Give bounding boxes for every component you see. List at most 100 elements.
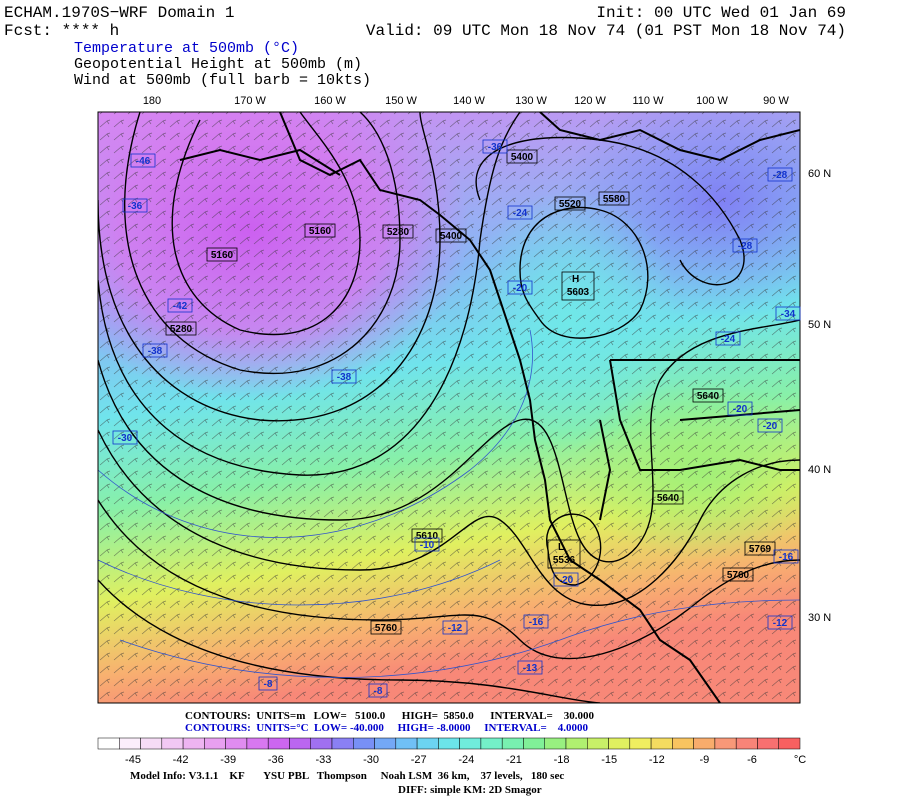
colorbar-swatch (714, 737, 737, 750)
colorbar: -45 -42 -39 -36 -33 -30 -27 -24 -21 -18 -15 -12 -9 -6… (97, 737, 806, 766)
height-label-box (382, 224, 414, 239)
colorbar-swatch (438, 737, 460, 750)
temp-label: -16 (523, 614, 549, 629)
temp-label-box (258, 676, 278, 691)
temp-label: -46 (130, 153, 156, 168)
longitude-label: 180 (143, 95, 161, 107)
temp-label-box (507, 205, 533, 220)
colorbar-label: -33 (316, 754, 332, 766)
temp-label: -24 (507, 205, 533, 220)
high-box (561, 271, 595, 301)
height-label-box (165, 321, 197, 336)
forecast-hour: Fcst: **** h (4, 22, 119, 40)
colorbar-swatch (267, 737, 290, 750)
height-label-box (411, 528, 443, 543)
height-label-box (554, 196, 586, 211)
temp-label-text: -20 (733, 404, 748, 415)
temp-label-text: -28 (773, 170, 788, 181)
temp-label: -20 (727, 401, 753, 416)
low-box (547, 539, 581, 569)
temp-label-text: -13 (523, 663, 538, 674)
latitude-label: 50 N (808, 319, 831, 331)
field-list: Temperature at 500mb (°C)Geopotential He… (74, 40, 371, 89)
map-labels: 180 170 W 160 W 150 W 140 W 130 W 120 W 110 W 10… (112, 95, 831, 698)
model-title: ECHAM.1970S−WRF Domain 1 (4, 4, 234, 22)
height-label-text: 5580 (603, 194, 626, 205)
height-label-text: 5520 (559, 199, 582, 210)
colorbar-swatch (416, 737, 439, 750)
temp-label-text: -16 (529, 617, 544, 628)
height-label: 5580 (598, 191, 630, 206)
temp-label: -8 (258, 676, 278, 691)
colorbar-unit: °C (794, 754, 806, 766)
height-contour-info: CONTOURS: UNITS=m LOW= 5100.0 HIGH= 5850… (185, 710, 595, 722)
temp-label: -30 (112, 430, 138, 445)
colorbar-swatch (735, 737, 758, 750)
high-symbol: H (572, 274, 579, 285)
height-label: 5400 (435, 228, 467, 243)
colorbar-swatch (672, 737, 694, 750)
temp-label-text: -12 (773, 618, 788, 629)
header: ECHAM.1970S−WRF Domain 1 Fcst: **** h In… (4, 4, 846, 40)
temp-label-box (523, 614, 549, 629)
temp-label: -28 (732, 238, 758, 253)
temp-label-box (732, 238, 758, 253)
temp-label-text: -24 (513, 208, 528, 219)
height-label-box (692, 388, 724, 403)
height-contours (98, 112, 800, 703)
temp-label-box (773, 549, 799, 564)
temp-label-box (553, 572, 579, 587)
temp-label-box (122, 198, 148, 213)
temp-label-text: -30 (118, 433, 133, 444)
height-label-text: 5400 (440, 231, 463, 242)
low-center: L 5536 (547, 539, 581, 569)
temp-label-box (727, 401, 753, 416)
height-label-text: 5640 (657, 493, 680, 504)
height-label-text: 5400 (511, 152, 534, 163)
height-label-text: 5160 (309, 226, 332, 237)
height-label: 5400 (506, 149, 538, 164)
colorbar-label: -15 (601, 754, 617, 766)
height-label-box (435, 228, 467, 243)
field-name: Wind at 500mb (full barb = 10kts) (74, 72, 371, 89)
temp-label: -36 (482, 139, 508, 154)
temp-label-text: -42 (173, 301, 188, 312)
height-label-box (722, 567, 754, 582)
temp-label: -20 (507, 280, 533, 295)
temp-label-box (414, 537, 440, 552)
height-label: 5280 (382, 224, 414, 239)
temp-label-text: -8 (264, 679, 273, 690)
temp-label: -36 (122, 198, 148, 213)
height-label-text: 5610 (416, 531, 439, 542)
colorbar-swatch (693, 737, 716, 750)
temp-label-box (757, 418, 783, 433)
temp-label-box (775, 306, 801, 321)
height-label-text: 5640 (697, 391, 720, 402)
colorbar-swatch (97, 737, 120, 750)
field-name: Temperature at 500mb (°C) (74, 40, 299, 57)
temp-label: -42 (167, 298, 193, 313)
colorbar-swatch (395, 737, 418, 750)
temp-label: -20 (553, 572, 579, 587)
colorbar-swatch (778, 737, 801, 750)
temp-label-text: -10 (420, 540, 435, 551)
temp-label-text: -46 (136, 156, 151, 167)
map-frame (97, 111, 801, 704)
colorbar-label: -21 (506, 754, 522, 766)
temp-label-box (507, 280, 533, 295)
longitude-label: 170 W (234, 95, 266, 107)
colorbar-label: -39 (220, 754, 236, 766)
height-label-text: 5760 (375, 623, 398, 634)
longitude-label: 160 W (314, 95, 346, 107)
colorbar-swatch (544, 737, 567, 750)
temp-label-box (517, 660, 543, 675)
longitude-label: 90 W (763, 95, 789, 107)
temp-label: -28 (767, 167, 793, 182)
coastlines (179, 112, 800, 703)
temp-label-box (442, 620, 468, 635)
temp-label: -13 (517, 660, 543, 675)
height-label-box (304, 223, 336, 238)
init-time: Init: 00 UTC Wed 01 Jan 69 (596, 4, 846, 22)
colorbar-swatch (757, 737, 779, 750)
temp-label-text: -36 (128, 201, 143, 212)
